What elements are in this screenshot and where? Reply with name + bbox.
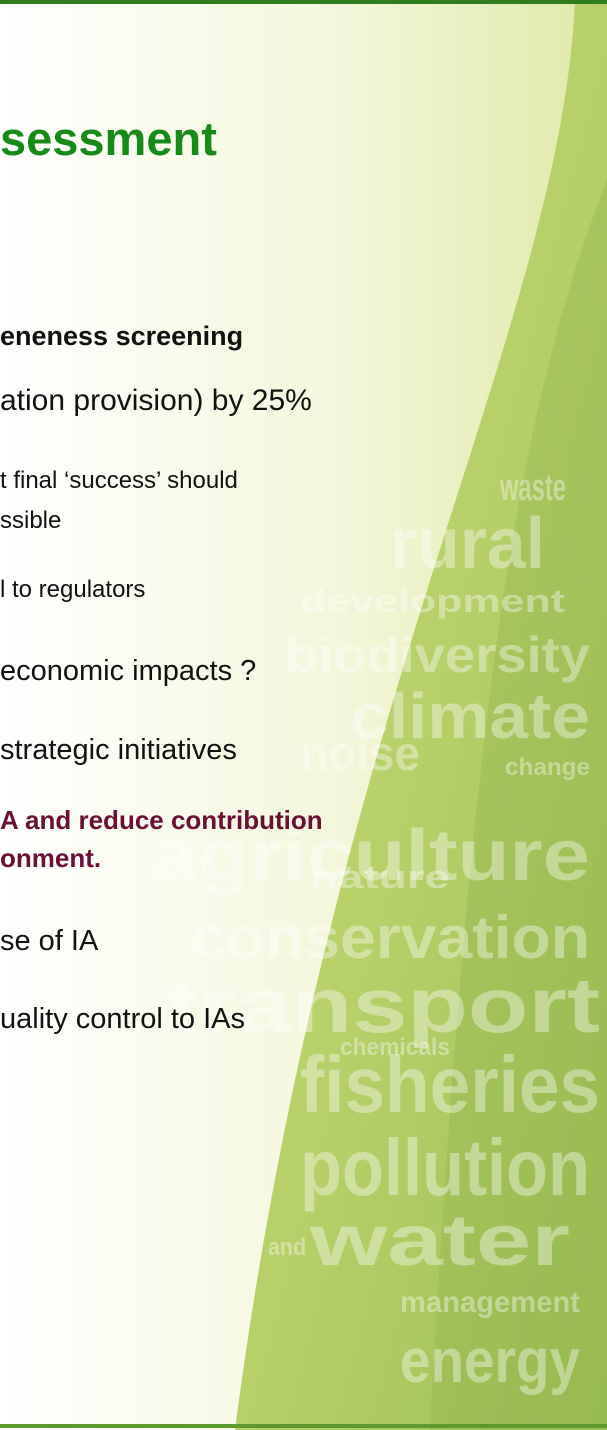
bullet-text: A and reduce contribution	[0, 805, 323, 835]
bottom-rule	[0, 1424, 607, 1428]
bg-word: management	[400, 1286, 580, 1319]
bg-word: rural	[390, 504, 545, 584]
bg-word: change	[505, 754, 590, 781]
bg-word: pollution	[300, 1123, 590, 1212]
bg-word: fisheries	[300, 1040, 600, 1129]
top-rule	[0, 0, 607, 4]
page: waste rural development biodiversity cli…	[0, 0, 607, 1430]
bullet-text: ssible	[0, 507, 61, 534]
bg-word: development	[300, 583, 565, 619]
bullet-text: strategic initiatives	[0, 734, 237, 766]
bullet-text: eneness screening	[0, 321, 243, 351]
bullet-text: economic impacts ?	[0, 655, 256, 687]
bg-word: energy	[400, 1327, 580, 1396]
slide: waste rural development biodiversity cli…	[0, 0, 607, 1430]
slide-title: sessment	[0, 112, 217, 165]
bullet-text: t final ‘success’ should	[0, 467, 238, 494]
bullet-text: se of IA	[0, 925, 99, 957]
bg-word: biodiversity	[285, 627, 590, 683]
bg-word: waste	[499, 467, 566, 509]
bullet-text: onment.	[0, 843, 101, 873]
bullet-text: l to regulators	[0, 576, 145, 603]
bg-word: nature	[310, 859, 450, 895]
bg-word: noise	[300, 728, 420, 781]
bullet-text: ation provision) by 25%	[0, 384, 312, 417]
bg-word: water	[309, 1201, 570, 1281]
bullet-text: uality control to IAs	[0, 1003, 245, 1035]
bg-word: and	[268, 1234, 306, 1261]
